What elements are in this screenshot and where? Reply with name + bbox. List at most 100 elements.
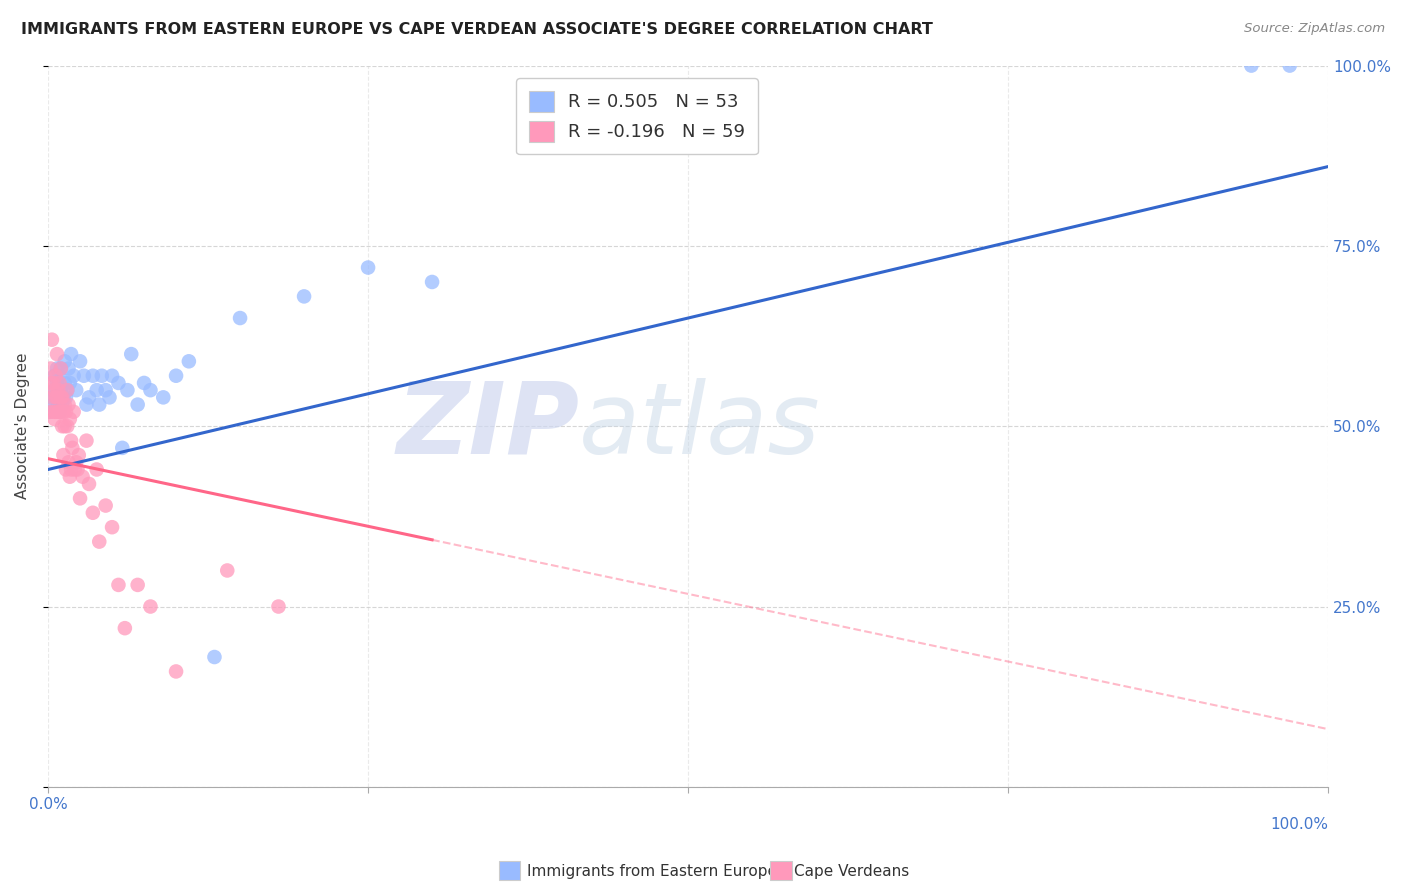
Point: [51, 419, 73, 434]
Point: [1278, 59, 1301, 73]
Point: [63, 462, 86, 476]
Point: [94, 499, 117, 513]
Point: [49, 405, 72, 419]
Point: [139, 383, 162, 397]
Point: [56, 383, 79, 397]
Point: [65, 455, 87, 469]
Point: [49, 383, 72, 397]
Text: 100.0%: 100.0%: [1270, 817, 1329, 832]
Text: atlas: atlas: [579, 377, 821, 475]
Point: [60, 347, 83, 361]
Point: [89, 398, 111, 412]
Point: [56, 383, 79, 397]
Point: [48, 368, 70, 383]
Point: [292, 289, 315, 303]
Point: [82, 506, 104, 520]
Legend: R = 0.505   N = 53, R = -0.196   N = 59: R = 0.505 N = 53, R = -0.196 N = 59: [516, 78, 758, 154]
Point: [58, 361, 80, 376]
Point: [117, 383, 139, 397]
Point: [59, 412, 82, 426]
Point: [55, 462, 77, 476]
Point: [77, 477, 100, 491]
Point: [111, 441, 134, 455]
Point: [46, 405, 69, 419]
Point: [42, 376, 65, 390]
Text: Immigrants from Eastern Europe: Immigrants from Eastern Europe: [527, 864, 778, 879]
Point: [73, 368, 96, 383]
Point: [1240, 59, 1263, 73]
Point: [139, 599, 162, 614]
Point: [69, 491, 91, 506]
Point: [165, 368, 187, 383]
Point: [94, 383, 117, 397]
Point: [48, 376, 70, 390]
Point: [59, 469, 82, 483]
Point: [46, 376, 69, 390]
Point: [39, 361, 62, 376]
Point: [114, 621, 136, 635]
Point: [58, 398, 80, 412]
Point: [204, 650, 226, 665]
Point: [49, 361, 72, 376]
Point: [44, 383, 66, 397]
Point: [65, 383, 87, 397]
Point: [44, 368, 66, 383]
Point: [48, 405, 70, 419]
Point: [39, 405, 62, 419]
Point: [46, 383, 69, 397]
Point: [89, 534, 111, 549]
Point: [86, 383, 108, 397]
Point: [177, 354, 200, 368]
Point: [56, 419, 79, 434]
Point: [62, 368, 84, 383]
Point: [86, 462, 108, 476]
Text: ZIP: ZIP: [396, 377, 579, 475]
Point: [75, 398, 97, 412]
Point: [58, 455, 80, 469]
Point: [98, 390, 121, 404]
Point: [52, 405, 75, 419]
Point: [45, 368, 67, 383]
Point: [46, 398, 69, 412]
Point: [66, 462, 89, 476]
Point: [120, 347, 142, 361]
Point: [55, 390, 77, 404]
Point: [44, 412, 66, 426]
Point: [69, 354, 91, 368]
Point: [420, 275, 443, 289]
Point: [53, 354, 76, 368]
Point: [132, 376, 155, 390]
Point: [41, 390, 63, 404]
Point: [62, 405, 84, 419]
Point: [42, 405, 65, 419]
Point: [60, 434, 83, 448]
Point: [59, 376, 82, 390]
Point: [165, 665, 187, 679]
Point: [52, 390, 75, 404]
Point: [41, 333, 63, 347]
Point: [82, 368, 104, 383]
Point: [72, 469, 94, 483]
Point: [67, 448, 90, 462]
Point: [39, 376, 62, 390]
Point: [127, 578, 149, 592]
Point: [101, 520, 124, 534]
Point: [55, 405, 77, 419]
Point: [53, 376, 76, 390]
Point: [60, 462, 83, 476]
Point: [49, 390, 72, 404]
Point: [53, 398, 76, 412]
Point: [101, 368, 124, 383]
Point: [46, 347, 69, 361]
Point: [229, 311, 252, 326]
Point: [75, 434, 97, 448]
Point: [217, 564, 239, 578]
Point: [51, 398, 73, 412]
Point: [52, 448, 75, 462]
Point: [107, 578, 129, 592]
Point: [51, 390, 73, 404]
Point: [53, 419, 76, 434]
Point: [44, 383, 66, 397]
Point: [90, 368, 112, 383]
Text: Cape Verdeans: Cape Verdeans: [794, 864, 910, 879]
